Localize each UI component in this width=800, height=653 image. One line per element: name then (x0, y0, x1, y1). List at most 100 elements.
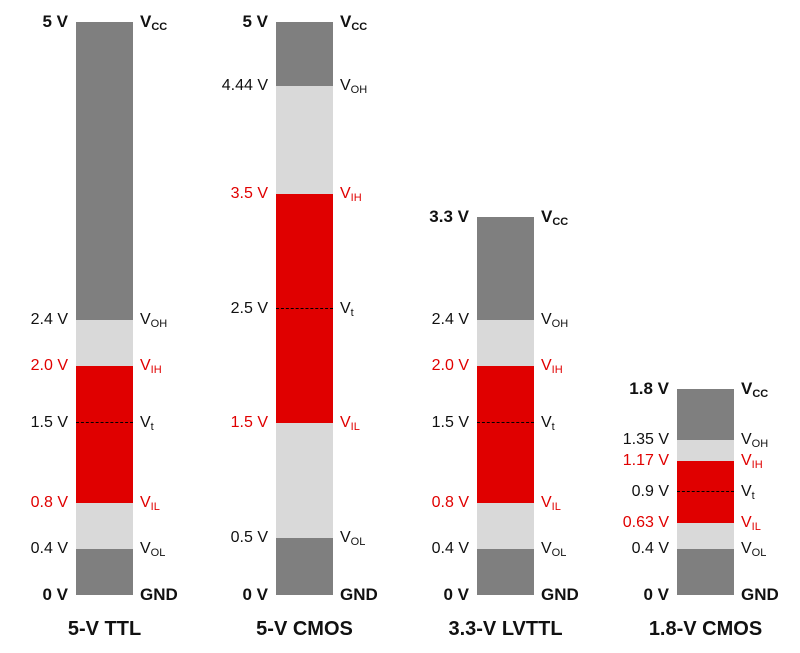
signal-name: GND (741, 585, 779, 604)
cmos5-signal-label: VCC (340, 12, 368, 33)
signal-name: V (340, 184, 351, 202)
cmos5-voltage-label: 5 V (242, 12, 268, 31)
cmos18-bar-lower-margin-region (677, 522, 734, 550)
signal-subscript: CC (552, 215, 569, 228)
lvttl33-signal-label: VCC (541, 206, 569, 228)
ttl5-bar-upper-margin-region (76, 319, 133, 366)
lvttl33-bar-lower-margin-region (477, 503, 534, 550)
signal-subscript: OL (150, 547, 166, 560)
cmos18-voltage-label: 1.35 V (622, 431, 669, 449)
lvttl33-voltage-label: 3.3 V (429, 206, 469, 226)
signal-subscript: OH (350, 84, 368, 97)
signal-name: V (541, 206, 553, 226)
signal-name: V (340, 77, 351, 95)
lvttl33-bar-undefined-input-region (477, 365, 534, 504)
cmos5-voltage-label: 0.5 V (230, 528, 268, 546)
signal-subscript: IH (350, 191, 362, 204)
lvttl33-voltage-label: 0.8 V (431, 494, 469, 512)
signal-name: V (741, 431, 752, 449)
cmos18-signal-label: VOL (741, 539, 766, 559)
cmos18-voltage-label: 1.8 V (629, 378, 669, 398)
ttl5-signal-label: VOL (140, 539, 165, 559)
cmos18-voltage-label: 0.4 V (631, 540, 669, 558)
signal-subscript: t (551, 421, 555, 434)
lvttl33-signal-label: VOH (541, 310, 568, 330)
signal-name: V (541, 540, 552, 558)
cmos18-signal-label: VIL (741, 513, 761, 533)
lvttl33-signal-label: VIL (541, 493, 561, 513)
cmos18-signal-label: VIH (741, 451, 763, 471)
signal-name: V (140, 12, 152, 31)
ttl5-voltage-label: 5 V (42, 12, 68, 31)
ttl5-signal-label: Vt (140, 413, 154, 433)
signal-subscript: OL (751, 547, 767, 560)
ttl5-voltage-label: 2.4 V (30, 310, 68, 328)
cmos5-caption: 5-V CMOS (256, 618, 353, 640)
signal-name: V (741, 451, 752, 469)
ttl5-voltage-label: 0.8 V (30, 494, 68, 512)
signal-name: V (541, 310, 552, 328)
signal-subscript: OH (551, 317, 569, 330)
cmos18-voltage-label: 1.17 V (622, 451, 669, 469)
lvttl33-voltage-label: 2.4 V (431, 310, 469, 328)
ttl5-signal-label: VIL (140, 493, 160, 513)
signal-subscript: CC (351, 21, 368, 33)
ttl5-threshold-line (76, 422, 133, 424)
signal-subscript: CC (151, 21, 168, 33)
signal-subscript: IL (751, 520, 761, 533)
ttl5-signal-label: VIH (140, 356, 162, 376)
signal-name: GND (541, 585, 579, 604)
lvttl33-signal-label: Vt (541, 413, 555, 433)
cmos5-voltage-label: 1.5 V (230, 414, 268, 432)
signal-subscript: IH (551, 363, 563, 376)
cmos18-signal-label: VCC (741, 379, 769, 400)
signal-name: V (140, 494, 151, 512)
ttl5-voltage-label: 0 V (42, 585, 68, 604)
cmos18-signal-label: VOH (741, 430, 768, 450)
ttl5-voltage-label: 2.0 V (30, 356, 68, 374)
signal-subscript: t (350, 306, 354, 319)
signal-subscript: IH (751, 458, 763, 471)
signal-name: V (140, 356, 151, 374)
cmos5-signal-label: VOL (340, 528, 365, 548)
lvttl33-bar-low-output-region (477, 549, 534, 595)
signal-subscript: OL (350, 535, 366, 548)
ttl5-bar-high-output-region (76, 22, 133, 320)
lvttl33-voltage-label: 1.5 V (431, 414, 469, 432)
cmos5-voltage-label: 0 V (242, 585, 268, 604)
ttl5-bar-lower-margin-region (76, 503, 133, 550)
signal-name: V (741, 482, 752, 500)
lvttl33-signal-label: GND (541, 585, 579, 605)
signal-name: GND (140, 585, 178, 604)
cmos18-signal-label: GND (741, 585, 779, 605)
signal-name: V (340, 528, 351, 546)
cmos18-caption: 1.8-V CMOS (648, 618, 763, 640)
lvttl33-voltage-label: 0 V (443, 585, 469, 604)
cmos5-threshold-line (276, 307, 333, 309)
ttl5-signal-label: VCC (140, 12, 168, 33)
signal-subscript: OH (150, 317, 168, 330)
ttl5-bar-undefined-input-region (76, 365, 133, 504)
signal-subscript: CC (752, 387, 769, 400)
cmos5-bar-low-output-region (276, 537, 333, 595)
cmos5-voltage-label: 3.5 V (230, 184, 268, 202)
signal-subscript: IL (551, 501, 561, 514)
cmos5-signal-label: VIL (340, 413, 360, 433)
cmos18-signal-label: Vt (741, 482, 755, 502)
signal-subscript: IL (150, 501, 160, 514)
signal-name: V (541, 356, 552, 374)
signal-name: V (140, 540, 151, 558)
lvttl33-bar-high-output-region (477, 216, 534, 320)
cmos5-bar-upper-margin-region (276, 86, 333, 194)
lvttl33-voltage-label: 0.4 V (431, 540, 469, 558)
cmos5-voltage-label: 4.44 V (221, 77, 268, 95)
signal-name: V (340, 414, 351, 432)
ttl5-voltage-label: 1.5 V (30, 414, 68, 432)
signal-name: V (741, 513, 752, 531)
cmos18-bar-high-output-region (677, 388, 734, 441)
cmos5-signal-label: GND (340, 585, 378, 605)
cmos5-signal-label: VIH (340, 184, 362, 204)
cmos5-signal-label: Vt (340, 299, 354, 319)
signal-name: V (741, 540, 752, 558)
